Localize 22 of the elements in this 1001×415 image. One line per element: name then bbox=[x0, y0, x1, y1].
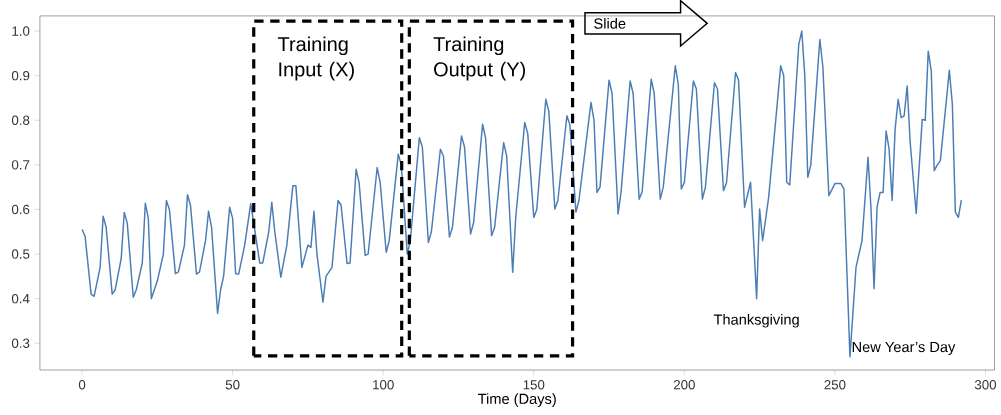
y-tick-label: 0.4 bbox=[11, 293, 30, 304]
y-tick-label: 0.9 bbox=[11, 71, 30, 81]
annotation: New Year’s Day bbox=[852, 341, 956, 356]
x-tick-label: 50 bbox=[225, 380, 240, 390]
y-tick-label: 0.6 bbox=[11, 204, 30, 215]
annotation: Training Input (X) bbox=[277, 36, 354, 81]
annotation: Thanksgiving bbox=[713, 314, 799, 328]
y-tick-label: 1.0 bbox=[12, 26, 30, 36]
x-tick-label: 150 bbox=[523, 380, 545, 390]
y-tick-label: 0.3 bbox=[11, 338, 30, 348]
x-tick-label: 100 bbox=[373, 380, 394, 390]
annotation: Training Output (Y) bbox=[433, 36, 526, 81]
y-tick-label: 0.8 bbox=[11, 115, 30, 126]
x-tick-label: 300 bbox=[974, 380, 997, 390]
x-tick-label: 250 bbox=[824, 380, 846, 390]
line-series bbox=[81, 30, 963, 358]
annotation: Slide bbox=[594, 18, 626, 29]
x-tick-label: 200 bbox=[673, 380, 695, 390]
x-axis-title: Time (Days) bbox=[477, 393, 556, 407]
y-tick-label: 0.5 bbox=[11, 249, 30, 259]
y-tick-label: 0.7 bbox=[11, 160, 30, 170]
x-tick-label: 0 bbox=[78, 380, 86, 390]
